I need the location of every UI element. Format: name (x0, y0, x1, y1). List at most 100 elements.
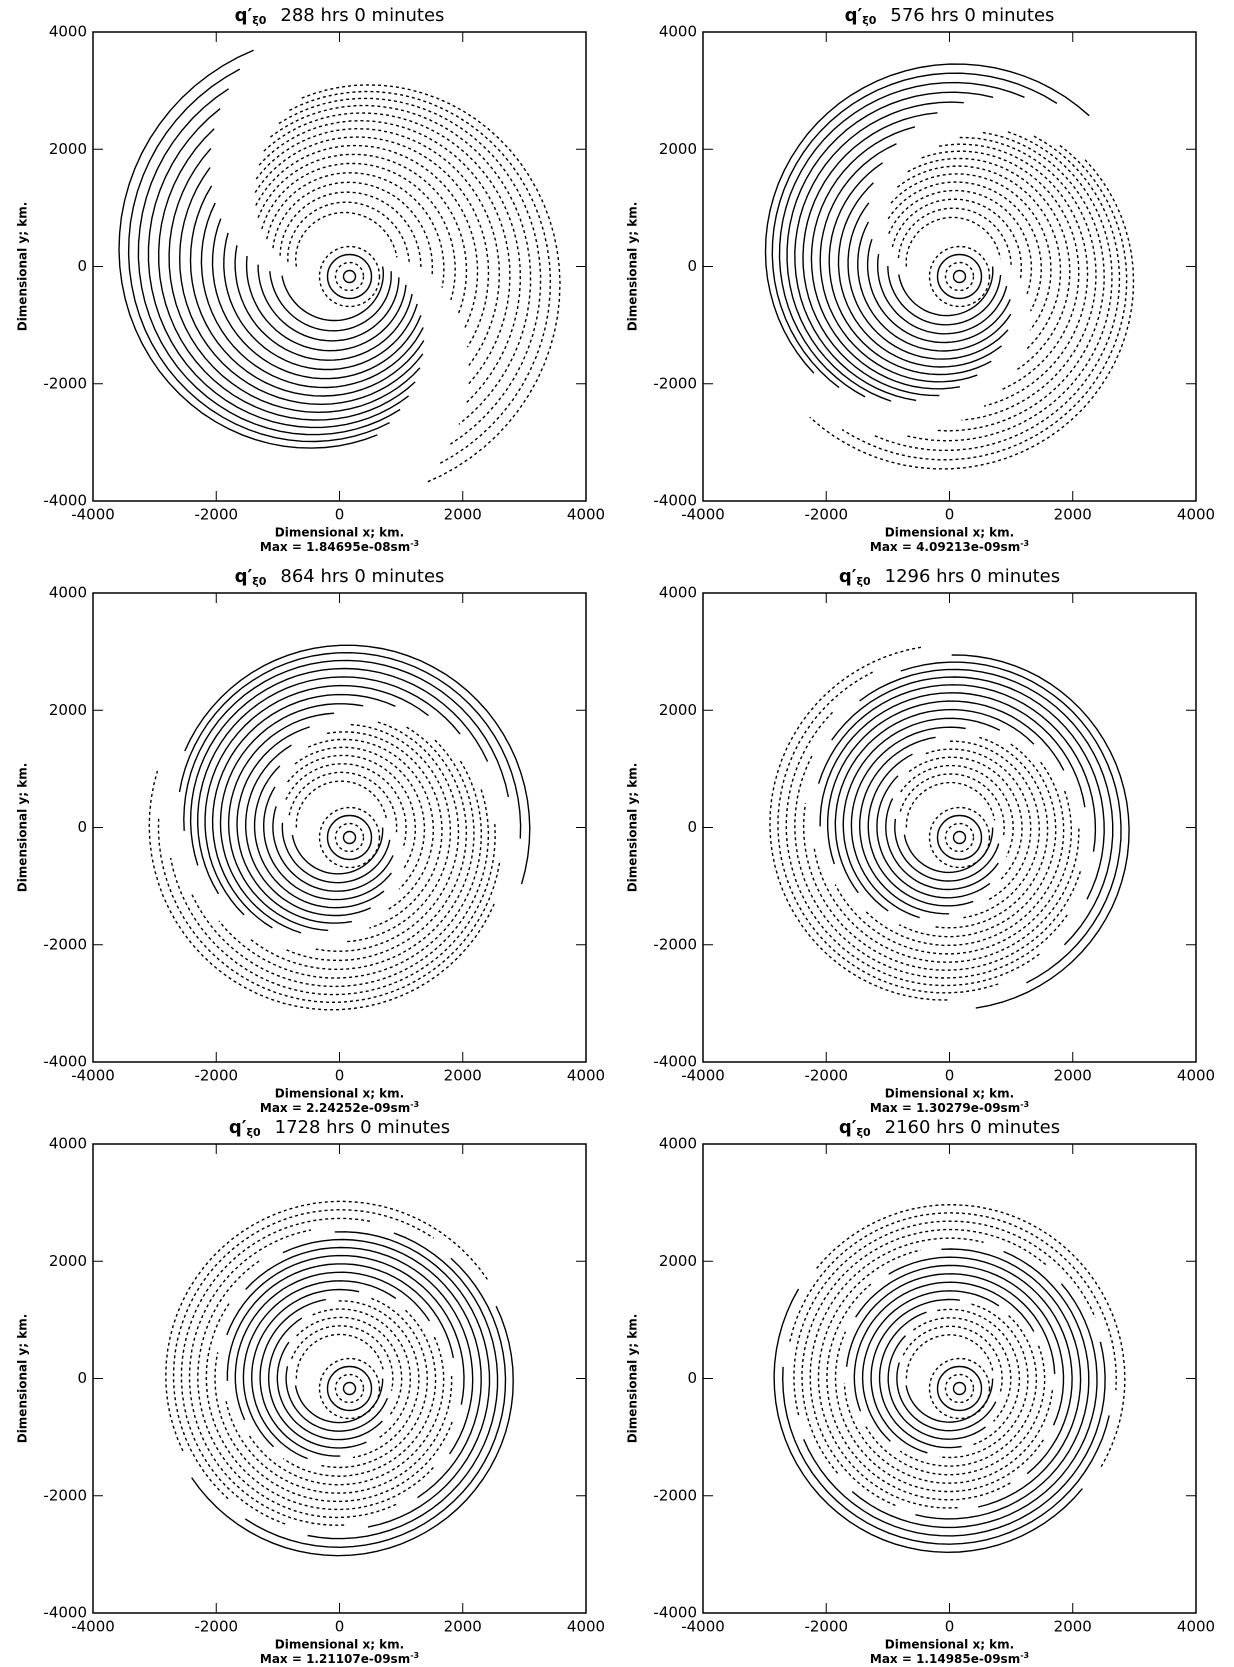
contour (282, 1309, 437, 1477)
contour (900, 661, 1122, 984)
x-tick-label: 0 (335, 506, 345, 524)
contour (211, 218, 422, 380)
x-tick-label: 2000 (444, 506, 482, 524)
contour (269, 271, 392, 332)
annotation-text: Max = 1.14985e-09sm (870, 1652, 1020, 1666)
variable: q′ (839, 566, 857, 587)
contour (887, 1335, 987, 1440)
annotation: Max = 1.84695e-08sm-3 (260, 539, 419, 554)
contour (834, 1331, 1044, 1493)
contour (197, 1258, 397, 1519)
y-tick-label: 4000 (49, 584, 87, 602)
contour (196, 676, 461, 895)
contour (118, 49, 378, 449)
contour (290, 1325, 394, 1391)
contour (905, 781, 996, 828)
contour (778, 81, 1025, 398)
contour (326, 253, 373, 300)
x-tick-label: -4000 (71, 506, 115, 524)
y-tick-label: -4000 (43, 1604, 87, 1622)
x-tick-label: -2000 (804, 1067, 848, 1085)
y-tick-label: 2000 (49, 140, 87, 158)
contour (837, 182, 1003, 368)
contour (205, 1302, 434, 1511)
contour (937, 1308, 1021, 1446)
contour (334, 1231, 491, 1528)
contour (935, 131, 1105, 432)
contour (952, 1381, 967, 1396)
contour (826, 1282, 1011, 1501)
contour (180, 1217, 372, 1525)
contour (250, 1288, 360, 1460)
y-tick-label: -2000 (43, 1486, 87, 1504)
contour (334, 1373, 365, 1404)
x-axis-label: Dimensional x; km. (885, 1087, 1014, 1101)
x-tick-label: 2000 (1054, 1618, 1092, 1636)
contour (857, 221, 1012, 352)
contour (933, 736, 1049, 929)
contour (903, 827, 994, 874)
contour (951, 654, 1130, 1009)
y-tick-label: 2000 (49, 1252, 87, 1270)
contour (157, 128, 416, 421)
contour (278, 97, 542, 445)
annotation: Max = 4.09213e-09sm-3 (870, 539, 1029, 554)
x-tick-label: -2000 (194, 506, 238, 524)
contour (900, 764, 1014, 857)
contour (827, 700, 1065, 865)
contour (281, 266, 385, 322)
contour (344, 723, 452, 943)
contour (178, 167, 424, 406)
contour (894, 818, 1000, 882)
contour (294, 211, 398, 267)
contour (928, 245, 991, 308)
annotation-superscript: -3 (1020, 1100, 1029, 1109)
contour (769, 646, 948, 1001)
contour (255, 144, 479, 331)
contour (245, 255, 407, 352)
title-text: 2160 hrs 0 minutes (885, 1117, 1060, 1138)
contour (289, 90, 552, 465)
contour (258, 119, 511, 386)
contour (905, 216, 1001, 267)
contour (899, 1315, 1038, 1467)
contour (295, 1333, 385, 1379)
contour (259, 1298, 341, 1457)
contour (263, 112, 522, 405)
contour (338, 1300, 420, 1459)
annotation: Max = 1.14985e-09sm-3 (870, 1651, 1029, 1666)
contour (816, 1203, 1126, 1469)
x-tick-label: 2000 (1054, 1067, 1092, 1085)
contour (301, 84, 561, 484)
x-axis-label: Dimensional x; km. (885, 526, 1014, 540)
contour (794, 755, 1068, 979)
contour (318, 806, 381, 869)
contour (781, 1366, 1110, 1545)
x-axis-label: Dimensional x; km. (885, 1638, 1014, 1652)
contour (891, 198, 1023, 279)
variable: q′ (845, 5, 863, 26)
contour (793, 1220, 1096, 1416)
contour (858, 736, 950, 915)
contour (802, 112, 940, 397)
contour (905, 1378, 994, 1423)
contour (214, 1352, 453, 1503)
contour (841, 144, 1128, 461)
contour (915, 1250, 1090, 1520)
variable: q′ (229, 1117, 247, 1138)
contour (191, 1305, 514, 1557)
contour (342, 1381, 357, 1396)
annotation: Max = 2.24252e-09sm-3 (260, 1100, 419, 1115)
contour (227, 712, 335, 932)
y-tick-label: -2000 (653, 935, 697, 953)
chart-title: q′ξ0 288 hrs 0 minutes (235, 5, 445, 27)
contour (936, 814, 983, 861)
contour (168, 147, 421, 414)
y-tick-label: 2000 (659, 140, 697, 158)
x-tick-label: 2000 (444, 1618, 482, 1636)
contour (925, 748, 1032, 902)
contour (245, 1246, 474, 1455)
contour (276, 1341, 383, 1441)
x-axis-label: Dimensional x; km. (275, 526, 404, 540)
